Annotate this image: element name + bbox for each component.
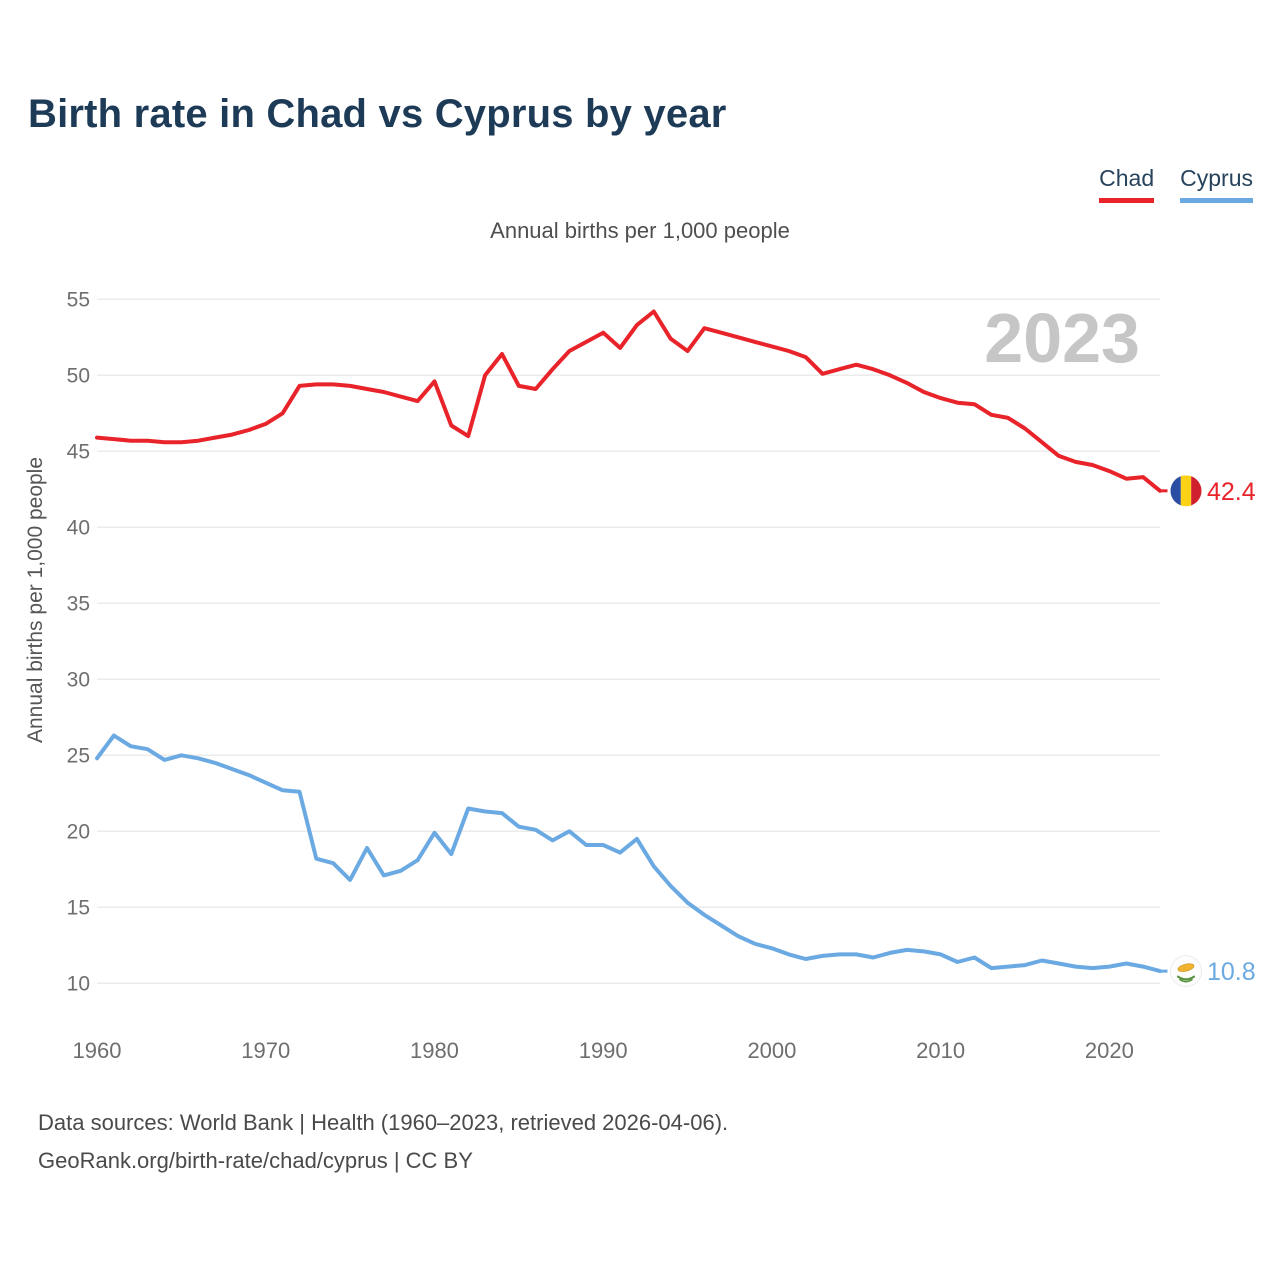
y-tick-label: 25	[67, 744, 90, 767]
x-tick-label: 1960	[73, 1038, 122, 1063]
x-tick-label: 2000	[747, 1038, 796, 1063]
chad-line[interactable]	[95, 309, 1162, 493]
y-tick-label: 55	[67, 288, 90, 311]
x-tick-label: 2010	[916, 1038, 965, 1063]
page-title: Birth rate in Chad vs Cyprus by year	[28, 92, 727, 136]
y-tick-label: 50	[67, 364, 90, 387]
watermark-year: 2023	[984, 299, 1140, 377]
x-tick-label: 1970	[241, 1038, 290, 1063]
chart-subtitle: Annual births per 1,000 people	[490, 218, 790, 243]
legend: Chad Cyprus	[1099, 165, 1253, 204]
y-axis-title: Annual births per 1,000 people	[24, 457, 47, 743]
x-tick-label: 2020	[1085, 1038, 1134, 1063]
y-tick-label: 45	[67, 440, 90, 463]
cyprus-flag-icon	[1170, 955, 1202, 988]
x-tick-label: 1980	[410, 1038, 459, 1063]
cyprus-end-value: 10.8	[1207, 958, 1256, 986]
chad-end-value: 42.4	[1207, 478, 1256, 506]
footer: Data sources: World Bank | Health (1960–…	[38, 1104, 728, 1180]
y-tick-label: 30	[67, 668, 90, 691]
x-tick-label: 1990	[579, 1038, 628, 1063]
footer-sources: Data sources: World Bank | Health (1960–…	[38, 1110, 729, 1135]
y-tick-label: 40	[67, 516, 90, 539]
legend-item-chad[interactable]: Chad	[1099, 165, 1155, 204]
footer-attribution: GeoRank.org/birth-rate/chad/cyprus | CC …	[38, 1148, 473, 1173]
y-tick-label: 20	[67, 820, 90, 843]
cyprus-line[interactable]	[95, 733, 1162, 974]
y-tick-label: 15	[67, 896, 90, 919]
y-tick-label: 10	[67, 972, 90, 995]
y-tick-label: 35	[67, 592, 90, 615]
legend-item-cyprus[interactable]: Cyprus	[1180, 165, 1253, 204]
chad-flag-icon	[1170, 475, 1202, 507]
